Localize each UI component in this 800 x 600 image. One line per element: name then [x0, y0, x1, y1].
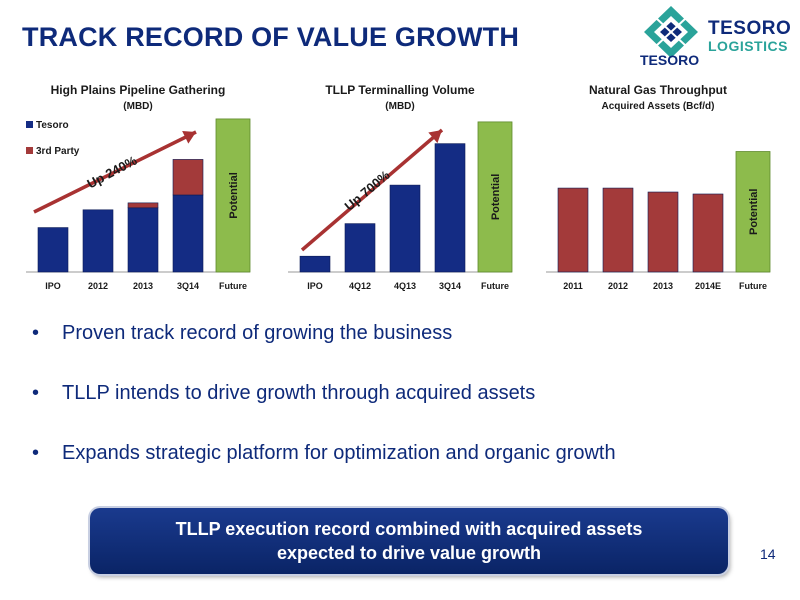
bar-volume [299, 255, 331, 273]
logo-wordmark: TESORO [708, 18, 792, 39]
x-tick-label: 3Q14 [177, 281, 199, 291]
growth-arrow-head [428, 130, 442, 144]
potential-label: Potential [228, 172, 240, 218]
callout-line-1: TLLP execution record combined with acqu… [175, 519, 643, 539]
legend-swatch [26, 147, 33, 154]
bar-tesoro [82, 209, 114, 273]
chart-subtitle: Acquired Assets (Bcf/d) [602, 101, 715, 112]
x-tick-label: Future [481, 281, 509, 291]
x-tick-label: 2014E [695, 281, 721, 291]
chart-title: High Plains Pipeline Gathering [51, 83, 226, 97]
chart-natural-gas: Natural Gas Throughput Acquired Assets (B… [540, 83, 776, 298]
growth-annotation: Up 700% [342, 167, 393, 214]
bar-throughput [602, 187, 634, 273]
page-title: TRACK RECORD OF VALUE GROWTH [22, 22, 520, 52]
x-tick-label: 2013 [133, 281, 153, 291]
bar-volume [389, 184, 421, 273]
bar-tesoro [127, 207, 159, 273]
potential-label: Potential [748, 189, 760, 235]
tesoro-logistics-logo: TESORO LOGISTICS TESORO [636, 4, 791, 76]
x-tick-label: IPO [45, 281, 61, 291]
bar-volume [434, 143, 466, 273]
x-tick-label: Future [219, 281, 247, 291]
growth-arrow-head [182, 131, 196, 144]
bullet-text: Expands strategic platform for optimizat… [62, 442, 616, 464]
bar-tesoro [37, 227, 69, 273]
x-tick-label: 3Q14 [439, 281, 461, 291]
x-tick-label: 2012 [88, 281, 108, 291]
chart-title: TLLP Terminalling Volume [325, 83, 475, 97]
bullet-dot: • [32, 322, 40, 344]
chart-high-plains: High Plains Pipeline Gathering (MBD) IPO 20… [20, 83, 256, 298]
bar-tesoro [172, 194, 204, 273]
logo-subtitle: LOGISTICS [708, 38, 788, 54]
x-tick-label: IPO [307, 281, 323, 291]
x-tick-label: 2012 [608, 281, 628, 291]
bullet-list: • Proven track record of growing the bus… [32, 322, 772, 502]
logo-bottom-text: TESORO [640, 52, 700, 68]
bullet-item: • Expands strategic platform for optimiz… [32, 442, 772, 502]
chart-subtitle: (MBD) [385, 101, 414, 112]
bullet-text: Proven track record of growing the busin… [62, 322, 453, 344]
bar-3rd-party [172, 159, 204, 196]
x-tick-label: 4Q12 [349, 281, 371, 291]
chart-terminalling-volume: TLLP Terminalling Volume (MBD) IPO 4Q12 4Q13… [282, 83, 518, 298]
chart-title: Natural Gas Throughput [589, 83, 727, 97]
tesoro-diamond-icon [644, 6, 698, 58]
potential-label: Potential [490, 174, 502, 220]
bar-throughput [647, 191, 679, 273]
bar-throughput [692, 193, 724, 273]
bullet-dot: • [32, 382, 40, 404]
bar-potential [215, 118, 251, 273]
x-tick-label: 2013 [653, 281, 673, 291]
bullet-text: TLLP intends to drive growth through acq… [62, 382, 536, 404]
bar-potential [477, 121, 513, 273]
bullet-item: • TLLP intends to drive growth through a… [32, 382, 772, 442]
legend-label: Tesoro [36, 120, 69, 131]
bar-throughput [557, 187, 589, 273]
bar-3rd-party [127, 202, 159, 209]
legend-label: 3rd Party [36, 146, 80, 157]
growth-arrow-line [33, 130, 197, 214]
x-tick-label: 2011 [563, 281, 583, 291]
bullet-item: • Proven track record of growing the bus… [32, 322, 772, 382]
x-tick-label: 4Q13 [394, 281, 416, 291]
legend-swatch [26, 121, 33, 128]
x-tick-label: Future [739, 281, 767, 291]
bar-volume [344, 223, 376, 273]
chart-subtitle: (MBD) [123, 101, 152, 112]
bullet-dot: • [32, 442, 40, 464]
page-number: 14 [760, 546, 776, 562]
callout-box: TLLP execution record combined with acqu… [90, 508, 728, 574]
growth-annotation: Up 240% [84, 152, 139, 191]
bar-potential [735, 151, 771, 273]
growth-arrow-line [300, 128, 444, 252]
callout-line-2: expected to drive value growth [276, 543, 542, 563]
